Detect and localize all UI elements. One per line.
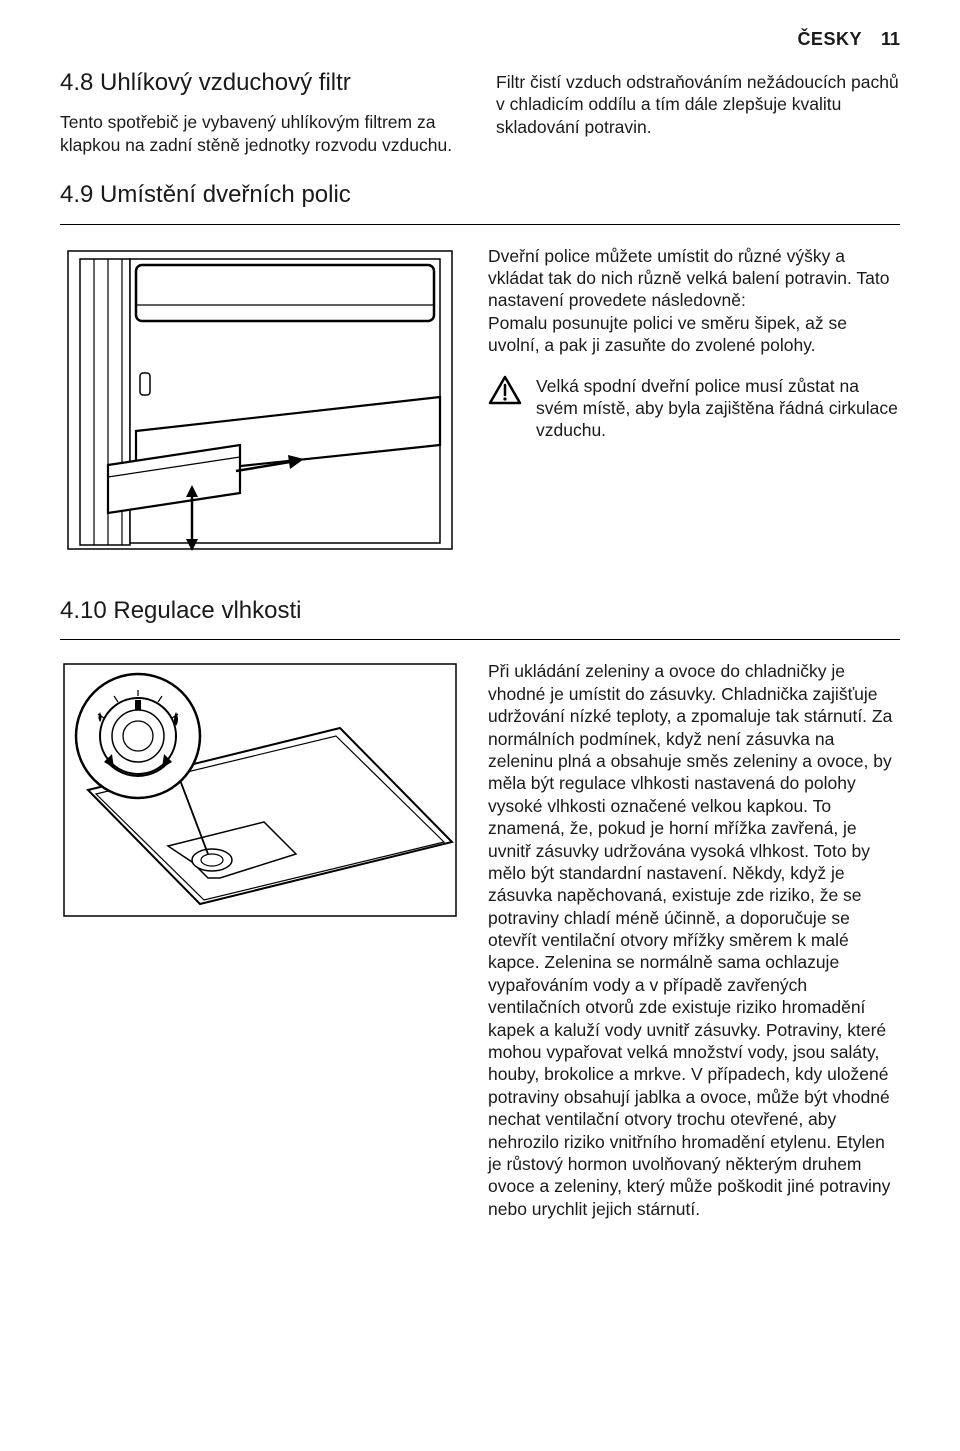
warning-block: Velká spodní dveřní police musí zůstat n… — [488, 375, 900, 442]
section-rule-2 — [60, 639, 900, 640]
language-label: ČESKY — [797, 29, 862, 49]
section-4-9-para: Dveřní police můžete umístit do různé vý… — [488, 245, 900, 357]
section-4-9: 4.9 Umístění dveřních polic — [60, 181, 900, 555]
section-4-8-desc: Filtr čistí vzduch odstraňováním nežádou… — [496, 69, 900, 157]
section-4-10-title: 4.10 Regulace vlhkosti — [60, 597, 900, 626]
section-4-10-para: Při ukládání zeleniny a ovoce do chladni… — [488, 660, 900, 1220]
section-4-8-intro: Tento spotřebič je vybavený uhlíkovým fi… — [60, 111, 464, 157]
warning-icon — [488, 375, 522, 405]
section-4-10: 4.10 Regulace vlhkosti — [60, 597, 900, 1221]
humidity-control-figure — [60, 660, 460, 920]
section-4-8: 4.8 Uhlíkový vzduchový filtr Tento spotř… — [60, 69, 900, 157]
page-header: ČESKY 11 — [60, 28, 900, 51]
section-4-9-title: 4.9 Umístění dveřních polic — [60, 181, 900, 210]
warning-text: Velká spodní dveřní police musí zůstat n… — [536, 375, 900, 442]
page-number: 11 — [881, 29, 900, 49]
section-rule — [60, 224, 900, 225]
door-shelf-figure — [60, 245, 460, 555]
section-4-8-title: 4.8 Uhlíkový vzduchový filtr — [60, 69, 464, 98]
